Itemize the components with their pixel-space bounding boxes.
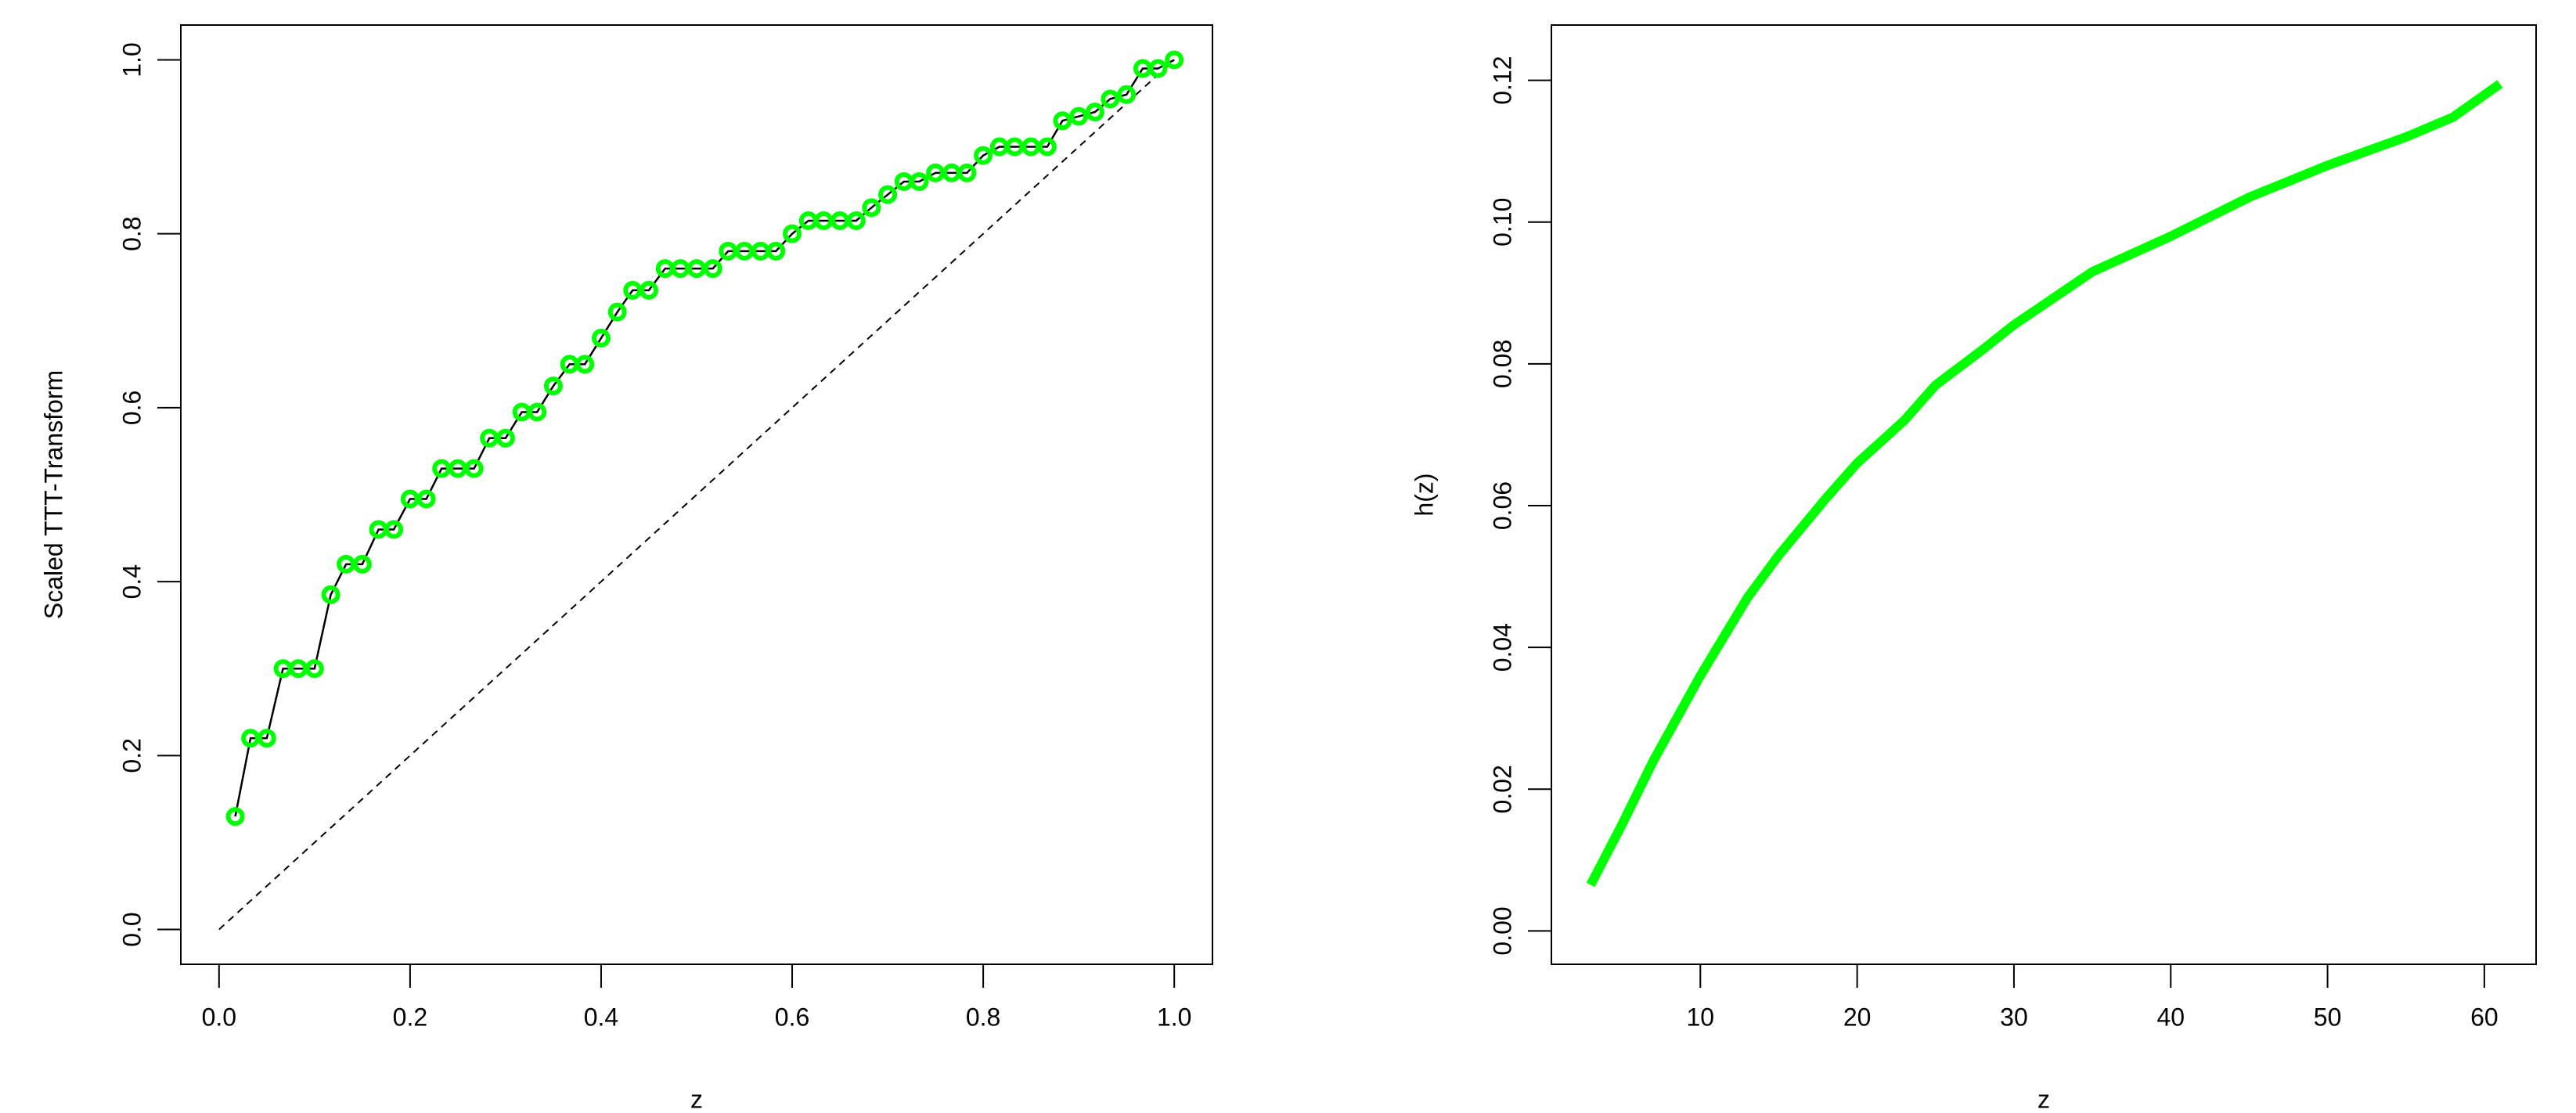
x-tick-label: 0.2 <box>393 1003 427 1031</box>
point <box>304 659 324 679</box>
point <box>1117 85 1137 104</box>
point <box>321 585 340 604</box>
point <box>591 329 611 348</box>
point <box>862 198 881 218</box>
point <box>957 163 977 182</box>
y-tick-label: 0.0 <box>117 912 146 946</box>
x-tick-label: 60 <box>2470 1003 2499 1031</box>
series-line <box>234 59 1175 817</box>
x-tick-label: 0.4 <box>584 1003 618 1031</box>
y-tick-label: 0.04 <box>1488 623 1516 672</box>
point <box>543 376 563 396</box>
point <box>1069 106 1089 126</box>
point <box>416 489 436 509</box>
plot-box <box>1551 24 2537 965</box>
point <box>384 520 404 539</box>
point <box>878 185 898 204</box>
y-tick-label: 0.00 <box>1488 906 1516 955</box>
y-tick-label: 0.02 <box>1488 765 1516 813</box>
point <box>1037 137 1057 157</box>
y-tick-label: 0.12 <box>1488 56 1516 105</box>
x-tick-label: 0.0 <box>202 1003 236 1031</box>
x-tick-label: 10 <box>1687 1003 1715 1031</box>
y-tick-label: 0.6 <box>117 391 146 425</box>
point <box>910 172 929 191</box>
y-tick-label: 1.0 <box>117 42 146 77</box>
point <box>257 729 276 748</box>
point <box>1165 50 1184 70</box>
point <box>225 807 245 827</box>
x-tick-label: 30 <box>2000 1003 2028 1031</box>
y-tick-label: 0.8 <box>117 216 146 250</box>
y-tick-label: 0.08 <box>1488 340 1516 388</box>
point <box>607 302 627 322</box>
x-tick-label: 20 <box>1843 1003 1872 1031</box>
y-axis-label: Scaled TTT-Transform <box>39 370 67 619</box>
x-axis-label: z <box>690 1085 703 1113</box>
reference-line <box>218 59 1175 931</box>
x-tick-label: 1.0 <box>1157 1003 1191 1031</box>
plot-box <box>180 24 1213 965</box>
y-tick-label: 0.10 <box>1488 198 1516 247</box>
point <box>464 459 484 478</box>
x-axis-label: z <box>2037 1085 2050 1113</box>
point <box>639 280 658 300</box>
point <box>703 259 722 279</box>
point <box>1101 89 1120 109</box>
point <box>1053 111 1072 131</box>
x-tick-label: 0.8 <box>966 1003 1000 1031</box>
x-tick-label: 0.6 <box>775 1003 809 1031</box>
point <box>766 241 786 261</box>
point <box>528 402 547 422</box>
point <box>846 211 866 230</box>
y-tick-label: 0.4 <box>117 564 146 599</box>
y-tick-label: 0.2 <box>117 738 146 773</box>
point <box>575 355 595 374</box>
point <box>974 146 993 165</box>
x-tick-label: 50 <box>2314 1003 2342 1031</box>
y-tick-label: 0.06 <box>1488 481 1516 530</box>
point <box>352 554 372 574</box>
y-axis-label: h(z) <box>1410 473 1438 516</box>
point <box>1148 59 1168 78</box>
point <box>495 428 515 448</box>
point <box>1085 103 1104 122</box>
point <box>783 224 802 243</box>
series-line <box>1586 80 2503 888</box>
x-tick-label: 40 <box>2156 1003 2185 1031</box>
